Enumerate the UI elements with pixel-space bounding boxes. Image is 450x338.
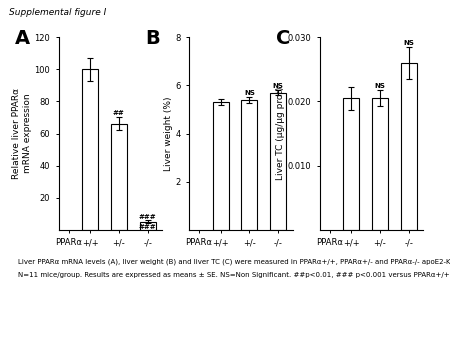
Text: Supplemental figure I: Supplemental figure I <box>9 8 106 18</box>
Y-axis label: Liver weight (%): Liver weight (%) <box>163 96 172 171</box>
Bar <box>270 93 286 230</box>
Bar <box>111 124 127 230</box>
Bar <box>400 63 417 230</box>
Text: N=11 mice/group. Results are expressed as means ± SE. NS=Non Significant. ##p<0.: N=11 mice/group. Results are expressed a… <box>18 272 450 278</box>
Text: NS: NS <box>273 83 284 89</box>
Bar <box>372 98 388 230</box>
Text: B: B <box>145 29 160 48</box>
Bar <box>82 69 98 230</box>
Y-axis label: Liver TC (μg/μg prot): Liver TC (μg/μg prot) <box>276 87 285 180</box>
Text: Liver PPARα mRNA levels (A), liver weight (B) and liver TC (C) were measured in : Liver PPARα mRNA levels (A), liver weigh… <box>18 259 450 265</box>
Text: NS: NS <box>403 40 414 46</box>
Text: C: C <box>276 29 290 48</box>
Bar <box>242 100 257 230</box>
Text: NS: NS <box>374 83 385 89</box>
Bar <box>140 222 156 230</box>
Bar <box>213 102 229 230</box>
Bar <box>343 98 359 230</box>
Text: ###: ### <box>139 224 157 230</box>
Text: ###: ### <box>139 214 157 220</box>
Y-axis label: Relative liver PPARα
mRNA expression: Relative liver PPARα mRNA expression <box>12 88 32 179</box>
Text: NS: NS <box>244 90 255 96</box>
Text: A: A <box>15 29 30 48</box>
Text: ##: ## <box>113 110 125 116</box>
